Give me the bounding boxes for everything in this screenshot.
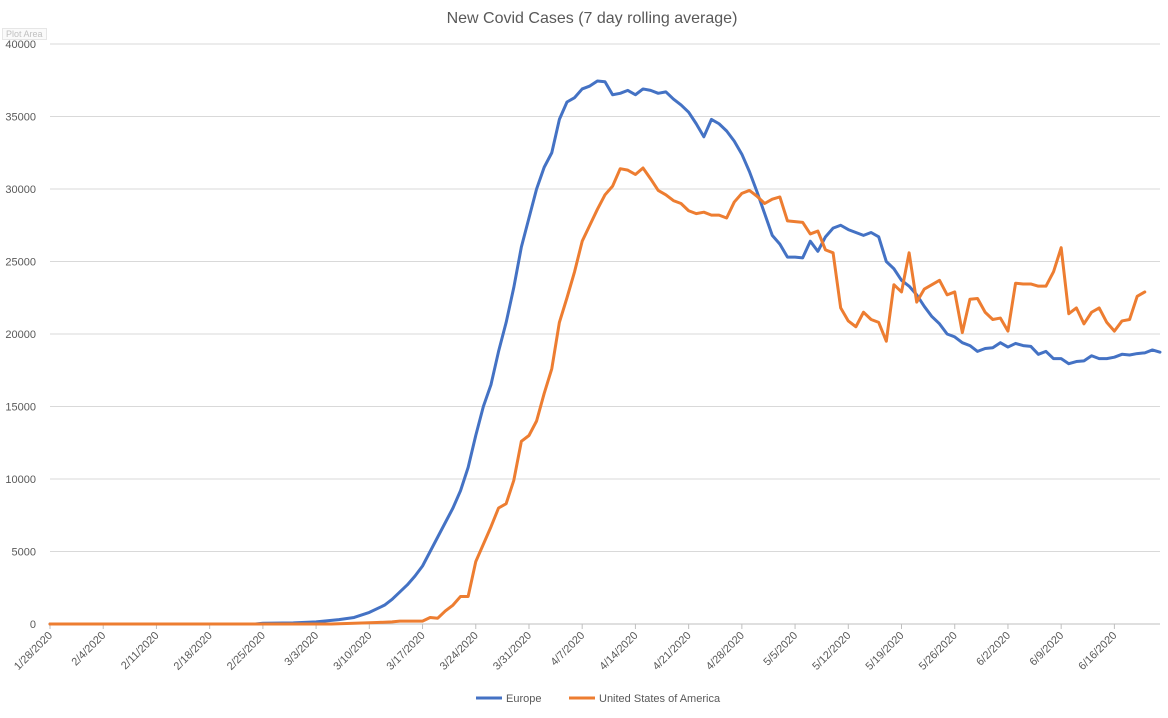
y-tick-label: 35000 — [5, 112, 36, 124]
legend-label: Europe — [506, 693, 541, 705]
series-lines — [48, 79, 1162, 626]
x-tick-label: 5/5/2020 — [761, 630, 800, 669]
plot-area-tag: Plot Area — [2, 28, 47, 40]
y-tick-label: 25000 — [5, 257, 36, 269]
x-tick-label: 4/14/2020 — [597, 630, 640, 673]
x-tick-label: 4/21/2020 — [651, 630, 694, 673]
x-tick-label: 4/28/2020 — [704, 630, 747, 673]
legend-entry-0[interactable]: Europe — [476, 693, 541, 705]
series-line-1 — [48, 166, 1147, 626]
x-tick-label: 2/4/2020 — [70, 630, 109, 669]
chart-title: New Covid Cases (7 day rolling average) — [447, 10, 738, 27]
legend-entry-1[interactable]: United States of America — [569, 693, 721, 705]
x-tick-label: 3/17/2020 — [385, 630, 428, 673]
x-tick-label: 3/10/2020 — [331, 630, 374, 673]
x-tick-label: 3/24/2020 — [438, 630, 481, 673]
x-axis-ticks: 1/28/2020 2/4/2020 2/11/2020 2/18/2020 2/25/… — [12, 624, 1120, 673]
legend-label: United States of America — [599, 693, 721, 705]
legend[interactable]: Europe United States of America — [476, 693, 721, 705]
x-tick-label: 2/11/2020 — [119, 630, 162, 673]
y-tick-label: 5000 — [12, 547, 36, 559]
series-line-0 — [48, 79, 1162, 626]
y-tick-label: 40000 — [5, 39, 36, 51]
y-axis-ticks: 0 5000 10000 15000 20000 25000 30000 35000 40000 — [5, 39, 36, 631]
x-tick-label: 1/28/2020 — [12, 630, 55, 673]
y-tick-label: 0 — [30, 619, 36, 631]
y-tick-label: 30000 — [5, 184, 36, 196]
y-tick-label: 20000 — [5, 329, 36, 341]
x-tick-label: 6/9/2020 — [1028, 630, 1067, 669]
x-tick-label: 6/2/2020 — [974, 630, 1013, 669]
y-tick-label: 15000 — [5, 402, 36, 414]
x-tick-label: 6/16/2020 — [1076, 630, 1119, 673]
y-tick-label: 10000 — [5, 474, 36, 486]
x-tick-label: 3/3/2020 — [282, 630, 321, 669]
x-tick-label: 5/26/2020 — [917, 630, 960, 673]
gridlines — [50, 43, 1160, 552]
x-tick-label: 5/19/2020 — [864, 630, 907, 673]
x-tick-label: 3/31/2020 — [491, 630, 534, 673]
x-tick-label: 4/7/2020 — [549, 630, 588, 669]
x-tick-label: 2/25/2020 — [225, 630, 268, 673]
x-tick-label: 5/12/2020 — [810, 630, 853, 673]
x-tick-label: 2/18/2020 — [172, 630, 215, 673]
